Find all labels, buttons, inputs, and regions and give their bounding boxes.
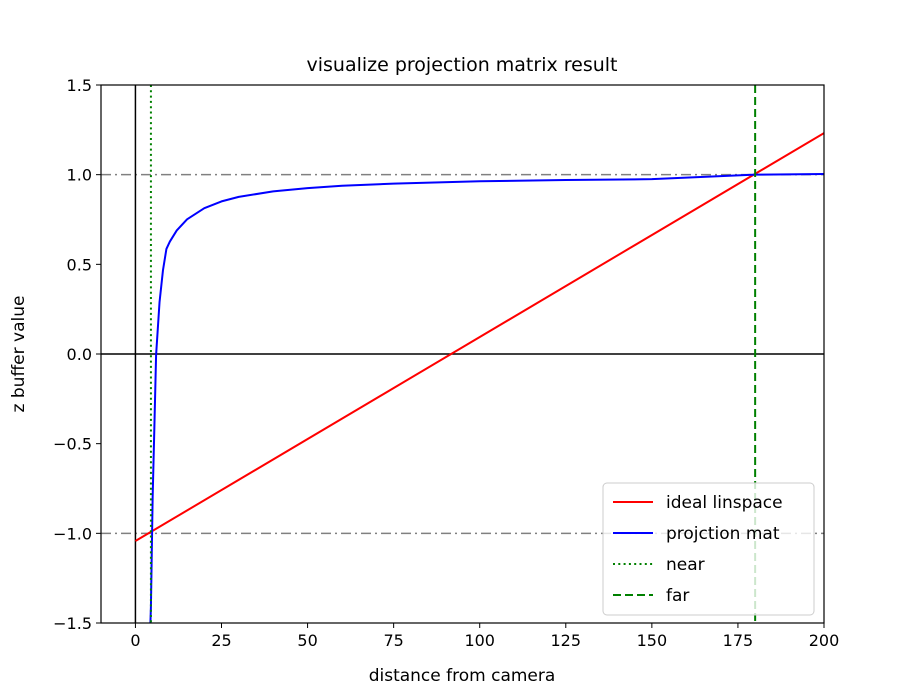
x-tick-label: 100 [464,631,495,650]
y-tick-label: 0.0 [67,345,92,364]
chart-title: visualize projection matrix result [306,54,617,76]
x-tick-label: 150 [637,631,668,650]
legend-label-ideal-linspace: ideal linspace [666,493,783,513]
series-line-projction-mat [149,172,824,623]
y-tick-label: −1.5 [53,614,92,633]
legend-box [602,482,815,616]
x-tick-label: 0 [130,631,140,650]
legend-label-near: near [666,555,705,575]
x-tick-label: 200 [809,631,840,650]
x-tick-label: 50 [297,631,317,650]
series-line-ideal-linspace [134,132,824,542]
y-tick-label: −1.0 [53,524,92,543]
x-axis-label: distance from camera [369,666,556,686]
x-tick-label: 125 [551,631,582,650]
y-tick-label: 0.5 [67,255,92,274]
legend-label-far: far [666,586,689,606]
axes: 0 25 50 75 100 125 150 175 200 −1.5 −1.0 −0.5 0.0 0.5… [53,76,839,650]
y-axis-label: z buffer value [9,296,29,413]
y-tick-label: 1.0 [67,166,92,185]
x-tick-label: 75 [383,631,403,650]
y-tick-label: −0.5 [53,435,92,454]
legend-label-projction-mat: projction mat [666,524,780,544]
x-tick-label: 175 [723,631,754,650]
legend: ideal linspace projction mat near far [602,482,815,616]
x-tick-label: 25 [211,631,231,650]
y-tick-label: 1.5 [67,76,92,95]
